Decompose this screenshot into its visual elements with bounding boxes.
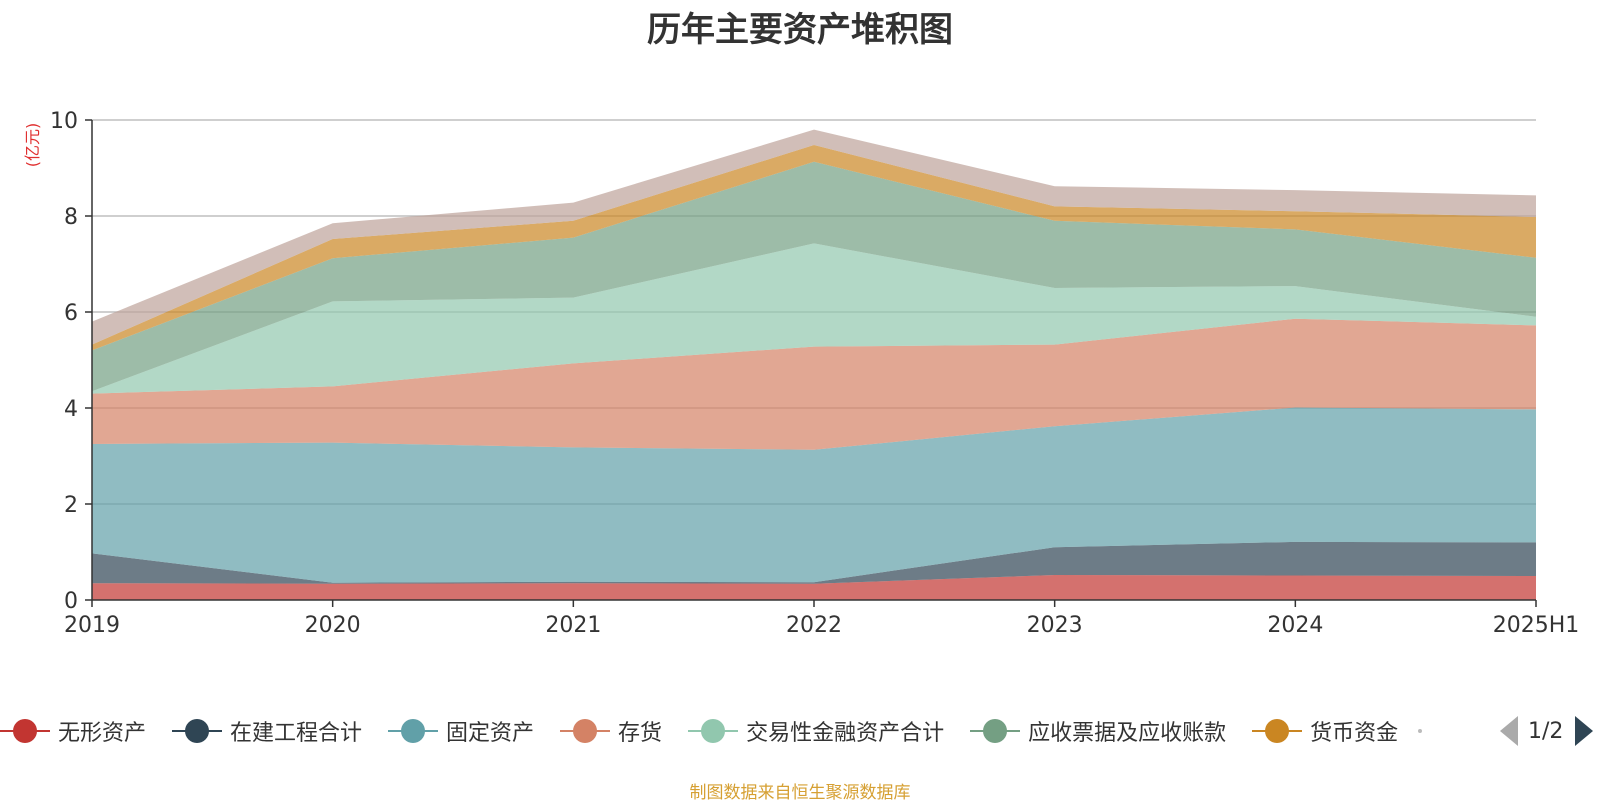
y-axis-unit-label: (亿元) — [23, 123, 42, 168]
legend: 无形资产 在建工程合计 固定资产 存货 交易性金融资产合计 应收票据及应收账款 货币资金 — [0, 712, 1440, 750]
stacked-area-chart: 0 2 4 6 8 10 2019 2020 2021 2022 2023 2024 2025H1 (亿… — [23, 109, 1579, 638]
legend-marker-icon — [688, 719, 739, 743]
legend-item[interactable]: 无形资产 — [0, 715, 146, 747]
legend-label: 存货 — [618, 721, 663, 746]
x-tick-label: 2024 — [1267, 613, 1323, 638]
legend-item[interactable]: 固定资产 — [388, 715, 534, 747]
data-source-note: 制图数据来自恒生聚源数据库 — [689, 783, 911, 803]
chart-title: 历年主要资产堆积图 — [647, 10, 953, 50]
legend-overflow-dot-icon — [1418, 729, 1423, 733]
area-series-应收票据及应收账款[interactable] — [92, 161, 1536, 392]
axes: 0 2 4 6 8 10 2019 2020 2021 2022 2023 2024 2025H1 — [50, 109, 1579, 638]
legend-marker-icon — [1252, 719, 1303, 743]
y-tick-label: 10 — [50, 109, 78, 134]
x-tick-label: 2020 — [305, 613, 361, 638]
legend-marker-icon — [0, 719, 50, 743]
legend-item[interactable]: 货币资金 — [1252, 715, 1398, 747]
y-tick-label: 6 — [64, 301, 78, 326]
x-tick-label: 2023 — [1027, 613, 1083, 638]
legend-label: 在建工程合计 — [230, 721, 363, 746]
legend-item[interactable]: 在建工程合计 — [172, 715, 362, 747]
area-series-交易性金融资产合计[interactable] — [92, 243, 1536, 394]
legend-prev-page-icon[interactable] — [1500, 716, 1518, 746]
legend-pager: 1/2 — [1500, 712, 1594, 750]
area-series-无形资产[interactable] — [92, 575, 1536, 600]
legend-label: 货币资金 — [1310, 721, 1399, 746]
legend-label: 固定资产 — [446, 721, 535, 746]
y-tick-label: 0 — [64, 589, 78, 614]
legend-label: 应收票据及应收账款 — [1028, 721, 1227, 746]
legend-marker-icon — [970, 719, 1021, 743]
area-series-货币资金[interactable] — [92, 145, 1536, 351]
legend-label: 交易性金融资产合计 — [746, 721, 945, 746]
area-series-固定资产[interactable] — [92, 407, 1536, 583]
y-tick-label: 4 — [64, 397, 78, 422]
area-series-存货[interactable] — [92, 318, 1536, 450]
x-tick-label: 2022 — [786, 613, 842, 638]
area-series — [92, 129, 1536, 600]
legend-item[interactable]: 存货 — [560, 715, 662, 747]
legend-page-indicator: 1/2 — [1528, 718, 1564, 744]
y-tick-label: 2 — [64, 493, 78, 518]
legend-item[interactable]: 交易性金融资产合计 — [688, 715, 944, 747]
y-tick-label: 8 — [64, 205, 78, 230]
legend-marker-icon — [388, 719, 439, 743]
legend-marker-icon — [560, 719, 611, 743]
x-tick-label: 2025H1 — [1493, 613, 1580, 638]
legend-next-page-icon[interactable] — [1575, 716, 1594, 746]
legend-item[interactable]: 应收票据及应收账款 — [970, 715, 1226, 747]
x-tick-label: 2021 — [545, 613, 601, 638]
area-series-在建工程合计[interactable] — [92, 541, 1536, 584]
legend-marker-icon — [172, 719, 223, 743]
x-tick-label: 2019 — [64, 613, 120, 638]
legend-label: 无形资产 — [58, 721, 147, 746]
